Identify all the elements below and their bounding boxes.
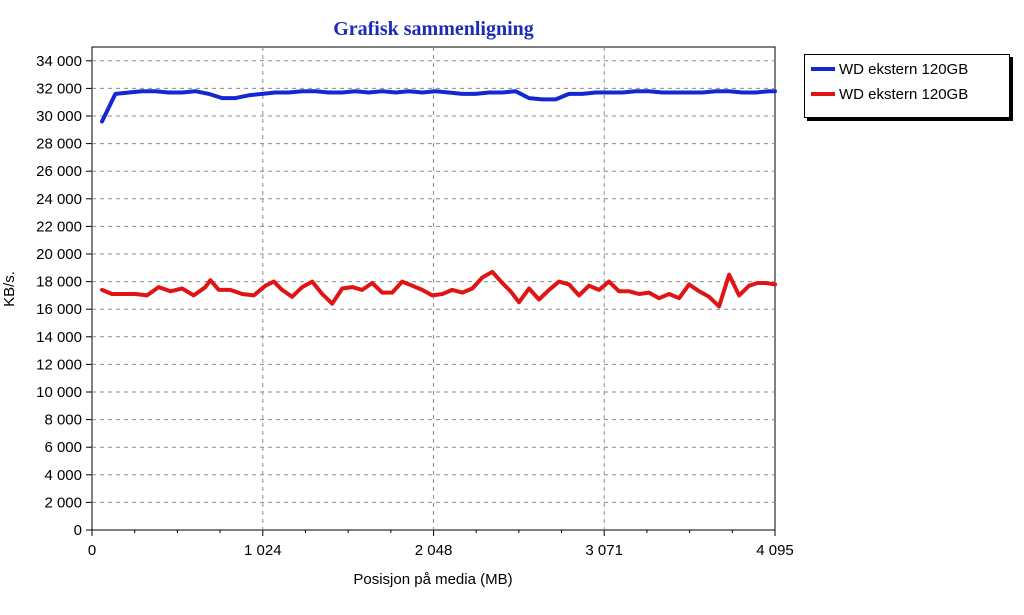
y-tick-label: 4 000 [44,467,82,484]
y-axis-title: KB/s. [1,271,18,307]
legend-item-series-2: WD ekstern 120GB [811,85,968,103]
y-tick-label: 28 000 [36,136,82,153]
y-tick-label: 2 000 [44,494,82,511]
x-tick-label: 4 095 [756,542,794,559]
y-tick-label: 16 000 [36,301,82,318]
x-tick-label: 2 048 [415,542,453,559]
y-tick-label: 12 000 [36,356,82,373]
y-tick-label: 34 000 [36,53,82,70]
chart-title: Grafisk sammenligning [333,18,534,40]
x-tick-label: 0 [88,542,96,559]
legend-swatch-blue [811,67,835,71]
legend-label: WD ekstern 120GB [839,85,969,103]
legend-item-series-1: WD ekstern 120GB [811,60,968,78]
y-tick-label: 18 000 [36,274,82,291]
grid-layer [92,47,775,530]
y-tick-label: 10 000 [36,384,82,401]
y-tick-label: 14 000 [36,329,82,346]
legend-swatch-red [811,92,835,96]
x-tick-label: 1 024 [244,542,282,559]
series-layer [100,89,777,309]
y-tick-label: 22 000 [36,218,82,235]
series-line-1 [100,89,777,124]
y-tick-label: 8 000 [44,412,82,429]
y-tick-label: 30 000 [36,108,82,125]
y-tick-label: 24 000 [36,191,82,208]
y-tick-label: 32 000 [36,80,82,97]
x-axis-title: Posisjon på media (MB) [353,571,512,588]
legend: WD ekstern 120GB WD ekstern 120GB [804,54,1010,118]
x-tick-label: 3 071 [585,542,623,559]
y-tick-label: 6 000 [44,439,82,456]
axis-layer: 0 2 000 4 000 6 000 8 000 10 000 12 000 14 000 1… [36,53,794,559]
series-line-2 [100,269,777,309]
y-tick-label: 0 [74,522,82,539]
y-tick-label: 26 000 [36,163,82,180]
y-tick-label: 20 000 [36,246,82,263]
legend-label: WD ekstern 120GB [839,60,969,78]
